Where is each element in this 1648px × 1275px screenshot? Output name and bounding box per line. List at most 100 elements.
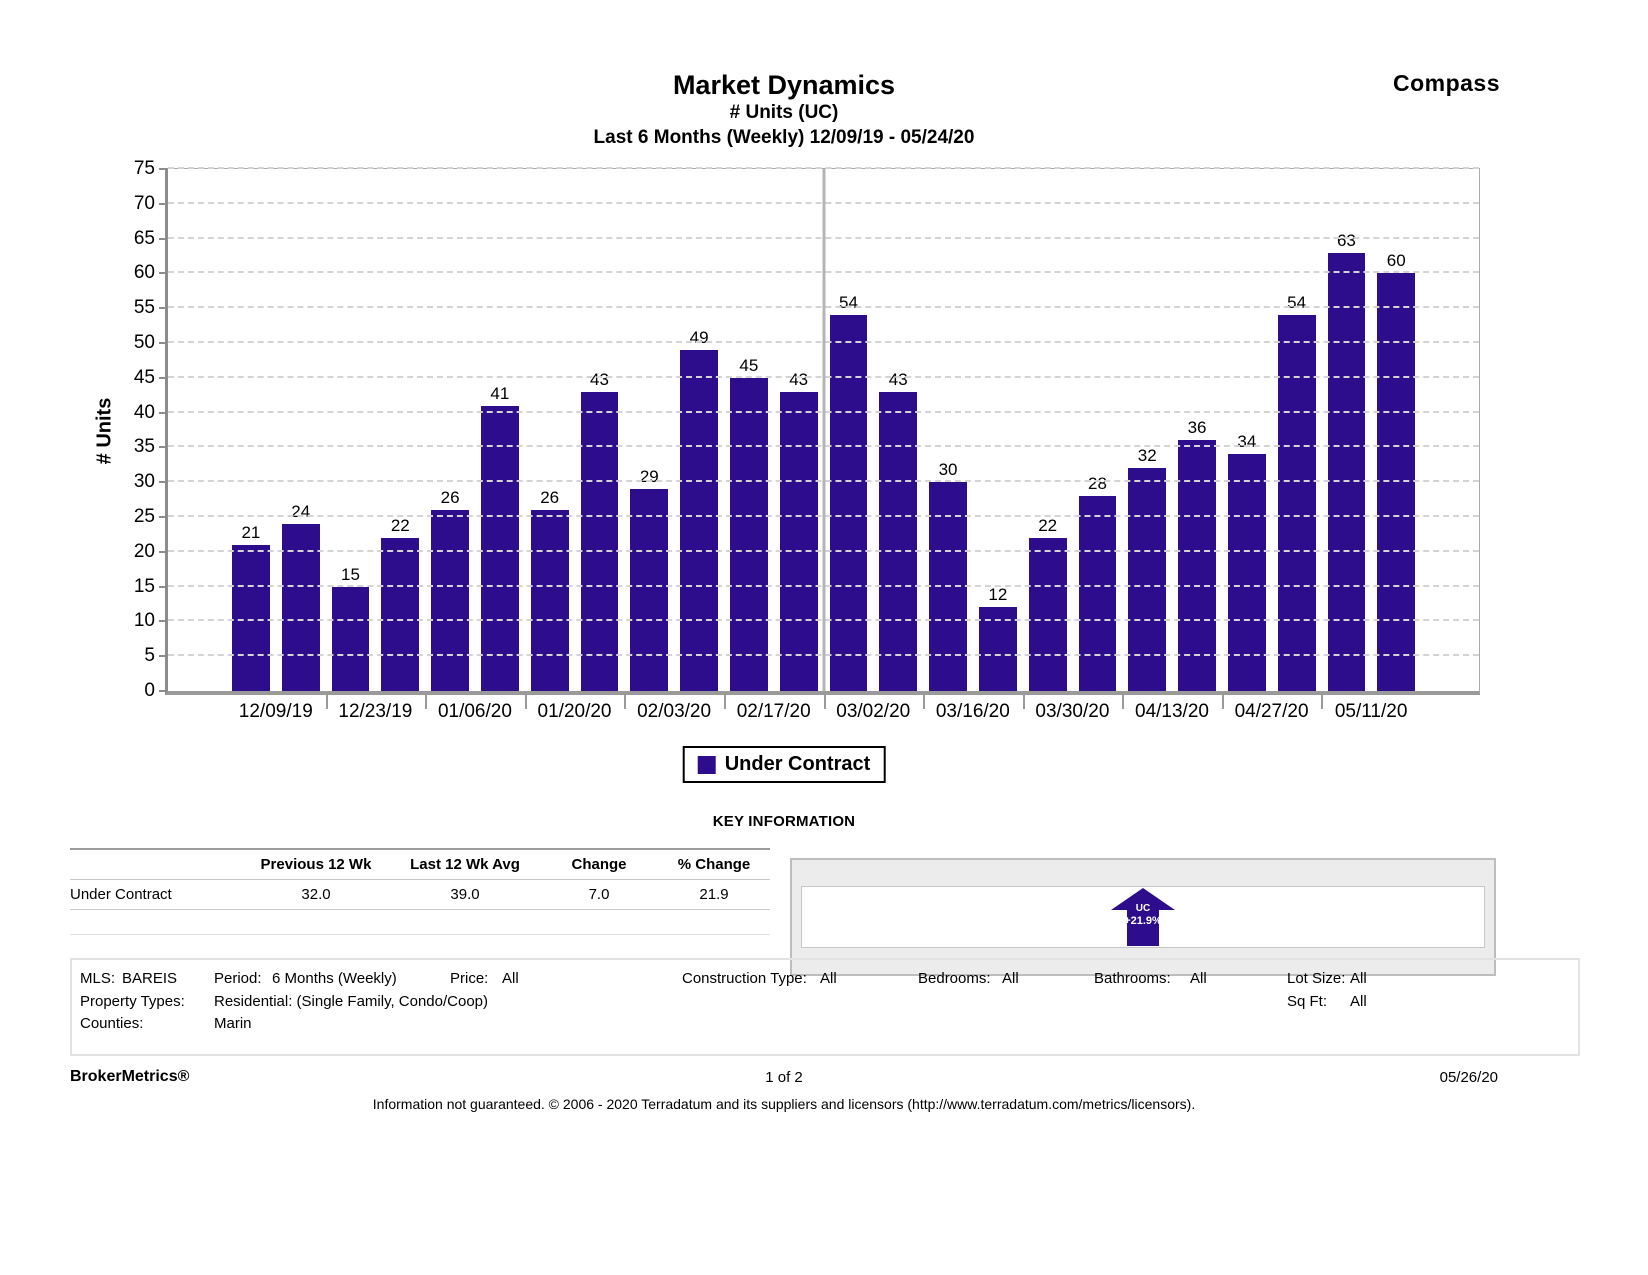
bar — [580, 391, 619, 691]
bar-value-label: 43 — [888, 369, 908, 389]
bar-slot: 34 — [1222, 169, 1272, 691]
y-axis-tick — [159, 376, 168, 379]
bar-value-label: 26 — [440, 488, 460, 508]
y-axis-tick-label: 60 — [133, 262, 155, 284]
y-axis-tick-label: 15 — [133, 575, 155, 597]
x-axis-tick-label: 03/02/20 — [836, 701, 911, 722]
x-axis-tick — [823, 695, 826, 709]
filter-bedrooms-label: Bedrooms: — [918, 970, 991, 987]
filters-panel: MLS: BAREIS Period: 6 Months (Weekly) Pr… — [70, 958, 1580, 1056]
gridline — [168, 306, 1479, 309]
table-header-row: Previous 12 Wk Last 12 Wk Avg Change % C… — [70, 848, 770, 880]
bar — [1277, 315, 1316, 691]
x-axis-tick — [1321, 695, 1324, 709]
y-axis-tick — [159, 620, 168, 623]
page-number: 1 of 2 — [765, 1069, 803, 1086]
x-axis-tick — [425, 695, 428, 709]
bar-value-label: 22 — [1038, 515, 1058, 535]
x-axis-tick — [1221, 695, 1224, 709]
bar-value-label: 15 — [341, 564, 360, 584]
y-axis-tick-label: 55 — [133, 297, 155, 319]
table-row: Under Contract 32.0 39.0 7.0 21.9 — [70, 879, 770, 910]
filter-counties-label: Counties: — [80, 1015, 144, 1032]
cell-pct-change: 21.9 — [658, 879, 770, 910]
x-axis-tick-label: 01/20/20 — [537, 701, 612, 722]
bar-slot: 29 — [624, 169, 674, 691]
bar-slot: 54 — [824, 169, 874, 691]
cell-last-12wk-avg: 39.0 — [390, 879, 540, 910]
bar-value-label: 63 — [1336, 230, 1356, 250]
key-information-panel-inner: UC +21.9% — [801, 886, 1485, 948]
bar-slot: 24 — [276, 169, 326, 691]
bar-slot: 30 — [923, 169, 973, 691]
x-axis-tick-label: 02/03/20 — [637, 701, 712, 722]
x-axis-tick-label: 03/16/20 — [935, 701, 1010, 722]
bar-value-label: 24 — [291, 501, 311, 521]
bar-slot: 41 — [475, 169, 525, 691]
bar — [331, 586, 370, 691]
gridline — [168, 410, 1479, 413]
bar — [232, 544, 270, 691]
y-axis-tick-label: 35 — [133, 436, 155, 458]
bar-slot: 36 — [1172, 169, 1222, 691]
y-axis-tick-label: 40 — [133, 401, 155, 423]
bar-slot: 22 — [375, 169, 425, 691]
y-axis-tick — [159, 272, 168, 275]
y-axis-tick — [159, 237, 168, 240]
bar-value-label: 26 — [540, 488, 560, 508]
bar — [1128, 468, 1167, 691]
bar-slot: 22 — [1023, 169, 1073, 691]
y-axis-tick-label: 20 — [133, 540, 155, 562]
bar-value-label: 43 — [789, 369, 809, 389]
gridline — [168, 445, 1479, 448]
bar-value-label: 41 — [490, 383, 510, 403]
table-empty-row — [70, 934, 770, 960]
bar-value-label: 30 — [938, 460, 958, 480]
bar-slot: 43 — [774, 169, 824, 691]
gridline — [168, 619, 1479, 622]
bar-value-label: 32 — [1137, 446, 1157, 466]
y-axis-tick — [159, 550, 168, 553]
bar-value-label: 45 — [739, 355, 759, 375]
bar — [1227, 454, 1266, 691]
y-axis-tick-label: 10 — [133, 610, 155, 632]
filter-property-types-label: Property Types: — [80, 993, 185, 1010]
bar-slot: 21 — [226, 169, 276, 691]
bar-value-label: 43 — [590, 369, 609, 389]
y-axis-tick — [159, 307, 168, 310]
bar — [729, 377, 768, 691]
key-information-heading: KEY INFORMATION — [712, 813, 856, 830]
compass-logo: Compass — [1392, 70, 1500, 96]
filter-price-value: All — [502, 970, 519, 987]
arrow-text: UC +21.9% — [1111, 903, 1175, 928]
bar — [630, 489, 669, 691]
bar — [1178, 440, 1216, 691]
y-axis-tick — [159, 690, 168, 692]
gridline — [168, 549, 1479, 552]
bar-slot: 28 — [1073, 169, 1123, 691]
filter-price-label: Price: — [450, 970, 489, 987]
x-axis-tick-label: 02/17/20 — [736, 701, 811, 722]
x-axis-tick-label: 05/11/20 — [1334, 701, 1408, 722]
y-axis-labels: 0 5 10 15 20 25 30 35 40 45 50 55 60 65 70 75 — [115, 159, 165, 701]
key-information-table: Previous 12 Wk Last 12 Wk Avg Change % C… — [70, 848, 770, 960]
bar — [431, 510, 469, 691]
x-axis-tick-label: 04/27/20 — [1234, 701, 1309, 722]
cell-change: 7.0 — [540, 879, 658, 910]
bar-value-label: 36 — [1187, 418, 1207, 438]
x-axis-labels: 12/09/19 12/23/19 01/06/20 01/20/20 02/03/20… — [226, 701, 1421, 725]
bar-value-label: 60 — [1386, 251, 1406, 271]
filter-mls-value: BAREIS — [122, 970, 178, 987]
x-axis-tick-label: 04/13/20 — [1135, 701, 1209, 722]
header-last-12wk-avg: Last 12 Wk Avg — [390, 848, 540, 880]
x-axis-tick — [1022, 695, 1025, 709]
y-axis-tick — [159, 342, 168, 345]
gridline — [168, 236, 1479, 239]
y-axis-tick — [159, 481, 168, 484]
bar — [779, 391, 818, 691]
x-axis-ticks — [226, 693, 1421, 709]
filter-construction-type-value: All — [820, 970, 837, 987]
report-subtitle-metric: # Units (UC) — [729, 102, 839, 124]
bar-value-label: 54 — [839, 293, 858, 313]
header-pct-change: % Change — [658, 848, 770, 880]
